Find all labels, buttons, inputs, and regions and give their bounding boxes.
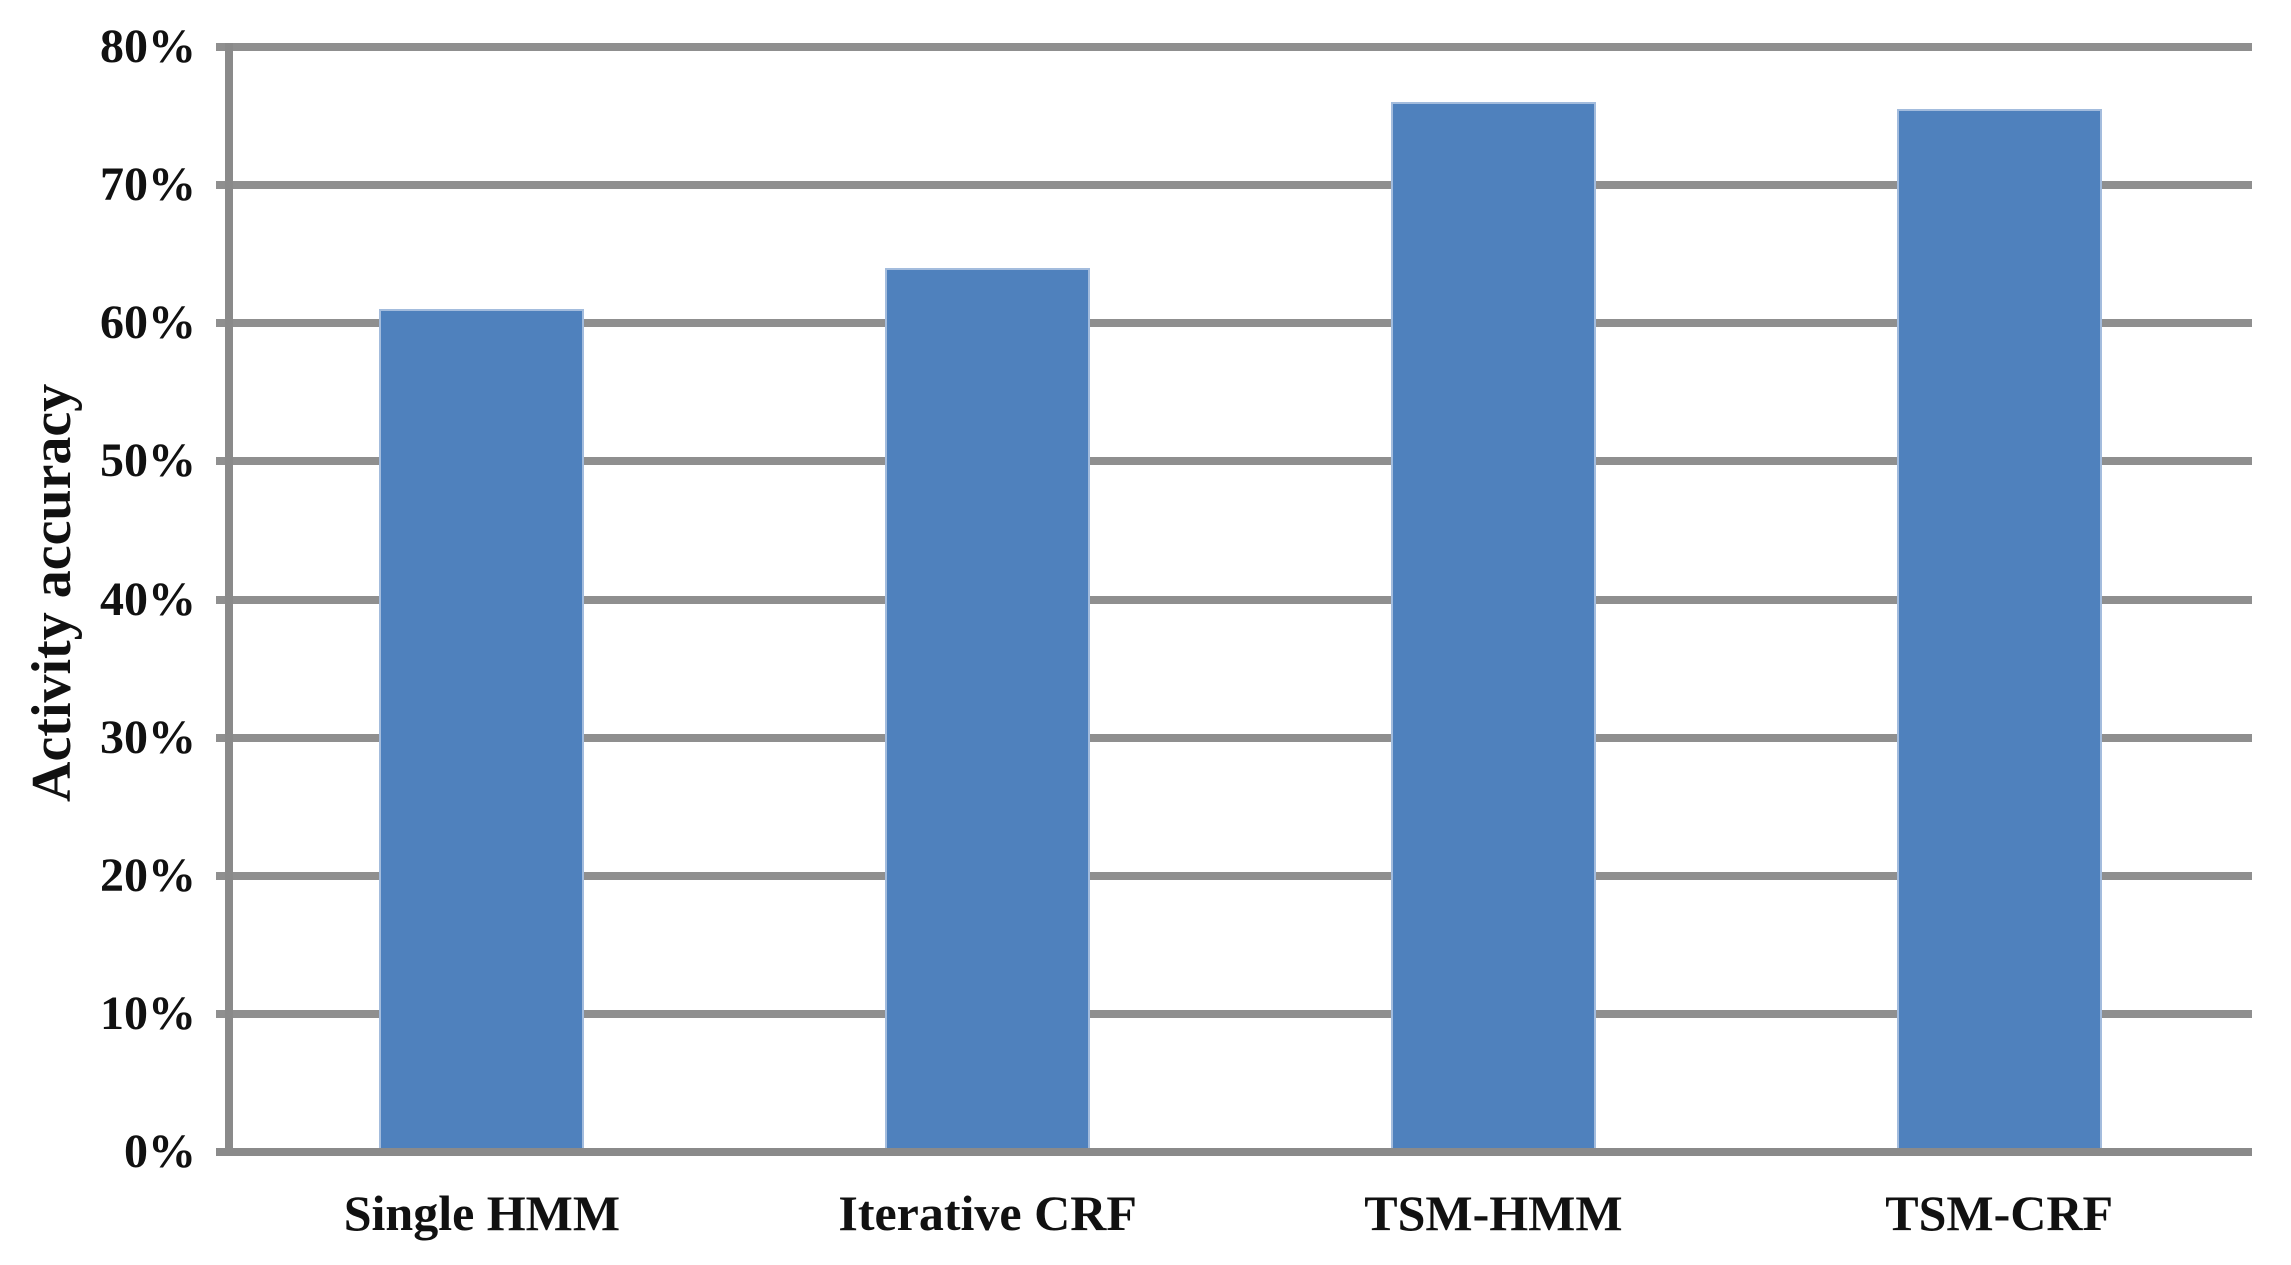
gridline-30 [216,733,2252,742]
gridline-60 [216,319,2252,328]
y-tick-label-0: 0% [124,1125,196,1178]
bar-iterative-crf [885,268,1091,1148]
gridline-40 [216,595,2252,604]
gridline-50 [216,457,2252,466]
gridline-10 [216,1009,2252,1018]
x-category-label-tsm-crf: TSM-CRF [1885,1185,2113,1241]
y-tick-label-50: 50% [100,434,196,488]
y-axis-line [225,43,233,1156]
gridline-80 [216,43,2252,51]
x-axis-line [216,1148,2252,1156]
y-tick-label-30: 30% [100,710,196,764]
y-tick-label-70: 70% [100,158,196,212]
gridline-20 [216,871,2252,880]
y-tick-label-20: 20% [100,848,196,902]
gridline-70 [216,181,2252,190]
y-tick-label-40: 40% [100,572,196,626]
bar-single-hmm [379,309,585,1148]
x-category-label-tsm-hmm: TSM-HMM [1364,1185,1623,1241]
x-category-label-iterative-crf: Iterative CRF [838,1185,1137,1241]
bar-tsm-hmm [1390,102,1596,1148]
y-tick-label-60: 60% [100,296,196,350]
bar-tsm-crf [1896,109,2102,1148]
x-category-label-single-hmm: Single HMM [343,1185,621,1241]
y-tick-label-80: 80% [100,20,196,73]
y-tick-label-10: 10% [100,986,196,1040]
